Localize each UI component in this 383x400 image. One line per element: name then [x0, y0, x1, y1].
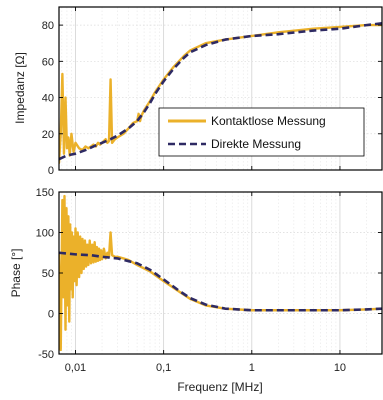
impedance-frame: [58, 6, 383, 171]
phase-panel: -50 0 50 100 150 0,01 0,1 1 10 Phase [°] Freque…: [9, 187, 383, 394]
impedance-y-tick-label: 60: [42, 56, 54, 68]
x-tick-label: 0,01: [65, 362, 86, 374]
phase-x-ticks: 0,01 0,1 1 10: [65, 192, 346, 374]
impedance-series-contactless: [59, 23, 382, 164]
phase-y-tick-label: 0: [48, 309, 54, 321]
phase-y-ticks: -50 0 50 100 150: [36, 187, 382, 361]
impedance-y-tick-label: 80: [42, 20, 54, 32]
phase-y-tick-label: 50: [42, 268, 54, 280]
legend-label-direct: Direkte Messung: [211, 137, 301, 151]
x-axis-label: Frequenz [MHz]: [177, 380, 262, 394]
phase-series-direct: [59, 251, 382, 312]
impedance-panel: 0 20 40 60 80 Impedanz [Ω] Kontaktlose Messu…: [13, 6, 383, 177]
impedance-y-ticks: 0 20 40 60 80: [42, 20, 382, 177]
phase-series: [59, 194, 382, 352]
phase-series-contactless: [59, 194, 382, 352]
x-tick-label: 0,1: [156, 362, 171, 374]
legend-label-contactless: Kontaktlose Messung: [211, 114, 326, 128]
impedance-y-tick-label: 20: [42, 129, 54, 141]
legend: Kontaktlose Messung Direkte Messung: [158, 107, 365, 157]
phase-y-label: Phase [°]: [9, 249, 23, 298]
legend-box: [158, 107, 365, 157]
impedance-series: [59, 22, 382, 164]
impedance-series-direct: [59, 22, 382, 161]
impedance-x-ticks: [75, 7, 341, 170]
impedance-y-tick-label: 40: [42, 93, 54, 105]
impedance-y-tick-label: 0: [48, 165, 54, 177]
x-tick-label: 1: [249, 362, 255, 374]
impedance-y-label: Impedanz [Ω]: [13, 52, 27, 124]
phase-y-tick-label: 100: [36, 228, 54, 240]
phase-y-tick-label: 150: [36, 187, 54, 199]
x-tick-label: 10: [334, 362, 346, 374]
phase-y-tick-label: -50: [38, 349, 54, 361]
